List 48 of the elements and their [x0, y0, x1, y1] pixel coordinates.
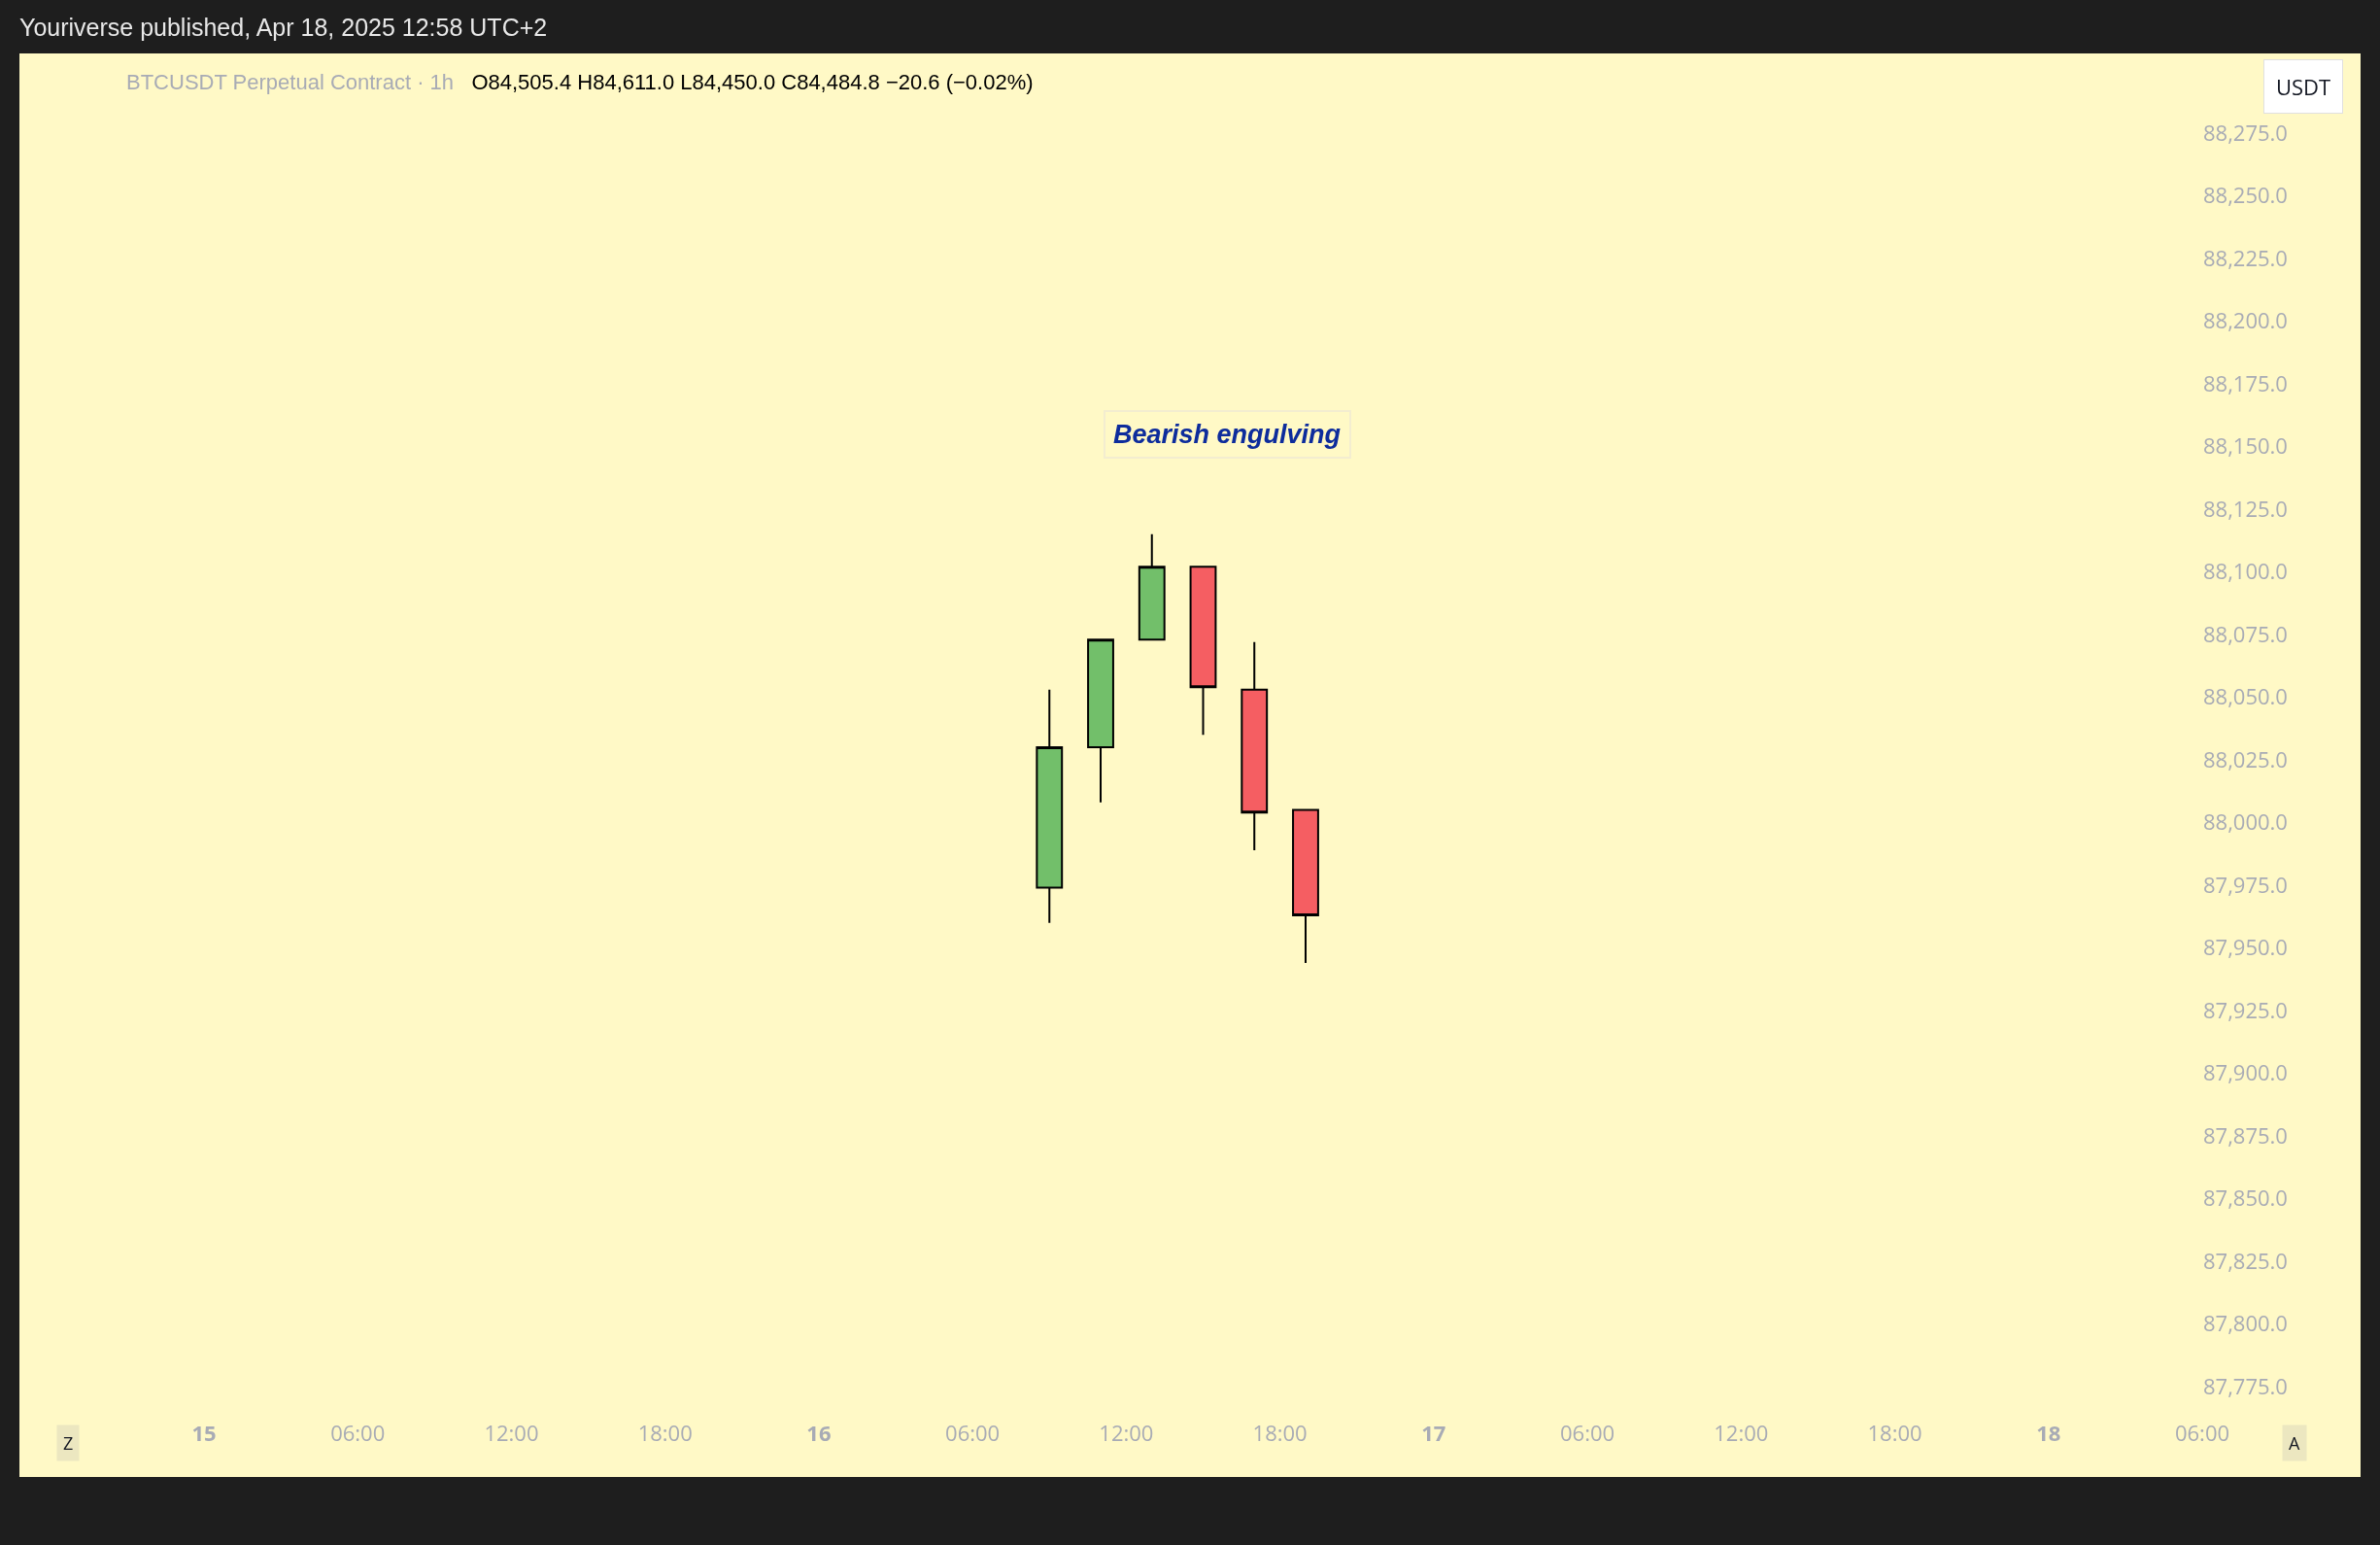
chart-title: BTCUSDT Perpetual Contract · 1h [126, 70, 455, 94]
y-tick-label: 87,800.0 [2203, 1308, 2288, 1338]
chart-subtitle: O84,505.4 H84,611.0 L84,450.0 C84,484.8 −20.6 (−0.02%) [471, 70, 1034, 94]
y-tick-label: 88,225.0 [2203, 242, 2288, 272]
y-tick-label: 88,200.0 [2203, 305, 2288, 335]
y-tick-label: 87,975.0 [2203, 869, 2288, 899]
y-tick-label: 87,900.0 [2203, 1057, 2288, 1087]
x-tick-label: 06:00 [330, 1418, 386, 1447]
y-tick-label: 88,250.0 [2203, 180, 2288, 210]
x-tick-label: 06:00 [1560, 1418, 1615, 1447]
x-tick-label: 12:00 [1099, 1418, 1154, 1447]
y-tick-label: 87,775.0 [2203, 1370, 2288, 1400]
candlestick [1292, 808, 1319, 964]
y-tick-label: 88,275.0 [2203, 117, 2288, 147]
y-tick-label: 87,950.0 [2203, 932, 2288, 962]
x-tick-label: 12:00 [1714, 1418, 1769, 1447]
x-tick-label: 18:00 [637, 1418, 693, 1447]
y-tick-label: 88,125.0 [2203, 493, 2288, 523]
x-tick-label: 18:00 [1252, 1418, 1308, 1447]
y-tick-label: 88,175.0 [2203, 367, 2288, 397]
candlestick [1036, 688, 1064, 924]
x-tick-label: 18:00 [1867, 1418, 1922, 1447]
annotation: Bearish engulving [1113, 420, 1342, 449]
x-tick-label: 06:00 [945, 1418, 1001, 1447]
x-tick-label: 16 [806, 1418, 832, 1447]
x-tick-label: 12:00 [484, 1418, 539, 1447]
y-tick-label: 87,825.0 [2203, 1245, 2288, 1275]
y-tick-label: 88,000.0 [2203, 807, 2288, 837]
x-tick-label: 17 [1421, 1418, 1446, 1447]
text: A [2289, 1431, 2300, 1455]
candlestick [1189, 566, 1217, 737]
x-tick-label: 15 [191, 1418, 217, 1447]
candlestick [1241, 640, 1269, 851]
candlestick [1087, 638, 1114, 804]
y-tick-label: 88,075.0 [2203, 618, 2288, 648]
y-tick-label: 88,025.0 [2203, 743, 2288, 773]
y-tick-label: 87,925.0 [2203, 994, 2288, 1024]
y-tick-label: 88,100.0 [2203, 556, 2288, 586]
candlestick [1138, 532, 1166, 641]
y-tick-label: 87,850.0 [2203, 1183, 2288, 1213]
y-tick-label: 88,050.0 [2203, 681, 2288, 711]
y-axis-title: USDT [2276, 72, 2331, 101]
y-tick-label: 88,150.0 [2203, 430, 2288, 461]
x-tick-label: 18 [2036, 1418, 2061, 1447]
x-tick-label: 06:00 [2174, 1418, 2230, 1447]
y-tick-label: 87,875.0 [2203, 1119, 2288, 1150]
text: Z [63, 1431, 74, 1455]
text: Youriverse published, Apr 18, 2025 12:58 UTC+2 [19, 14, 548, 42]
